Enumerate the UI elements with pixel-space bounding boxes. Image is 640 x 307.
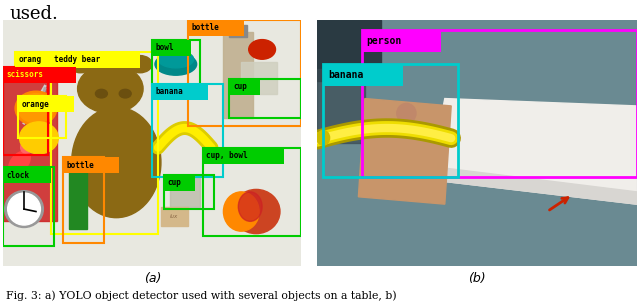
Bar <box>68 167 86 229</box>
Bar <box>18 96 66 138</box>
Text: person: person <box>367 36 402 46</box>
Bar <box>188 20 301 126</box>
Ellipse shape <box>20 133 39 153</box>
Text: clock: clock <box>7 171 30 180</box>
Bar <box>152 40 191 56</box>
Polygon shape <box>429 167 637 204</box>
Bar <box>72 160 84 172</box>
Ellipse shape <box>15 91 57 126</box>
Bar <box>63 157 104 243</box>
Bar <box>3 67 76 83</box>
Bar <box>164 175 195 191</box>
Ellipse shape <box>4 191 44 227</box>
Ellipse shape <box>95 89 108 98</box>
Ellipse shape <box>155 53 196 75</box>
Ellipse shape <box>365 103 384 123</box>
Ellipse shape <box>77 64 143 113</box>
Bar <box>152 84 223 177</box>
Polygon shape <box>429 99 637 204</box>
Text: used.: used. <box>9 5 58 23</box>
Ellipse shape <box>317 130 330 145</box>
Bar <box>15 52 51 68</box>
Ellipse shape <box>68 56 93 73</box>
Bar <box>3 74 57 221</box>
Bar <box>170 177 200 207</box>
Bar <box>15 52 63 68</box>
Text: cup: cup <box>233 82 247 91</box>
Ellipse shape <box>238 192 262 221</box>
Ellipse shape <box>223 192 259 231</box>
Bar <box>203 148 301 236</box>
Bar <box>317 20 381 81</box>
Bar <box>188 20 244 36</box>
Text: banana: banana <box>328 70 364 80</box>
Ellipse shape <box>158 51 194 68</box>
Bar <box>362 30 637 177</box>
Bar <box>203 148 284 164</box>
Bar <box>18 96 74 112</box>
Text: scissors: scissors <box>7 70 44 79</box>
Bar <box>3 167 54 246</box>
Text: cup, bowl: cup, bowl <box>206 151 248 160</box>
Text: teddy bear: teddy bear <box>54 55 100 64</box>
Bar <box>323 64 403 86</box>
Polygon shape <box>358 99 451 204</box>
Bar <box>51 52 158 234</box>
Bar <box>223 32 253 118</box>
Ellipse shape <box>20 122 58 154</box>
Text: lux: lux <box>170 214 179 219</box>
Text: cup: cup <box>168 178 181 187</box>
Bar <box>317 69 365 143</box>
Bar <box>161 207 188 226</box>
Text: bottle: bottle <box>191 23 219 33</box>
Bar <box>229 79 301 118</box>
Bar <box>229 25 247 37</box>
Ellipse shape <box>18 94 54 123</box>
Text: bottle: bottle <box>67 161 94 170</box>
Ellipse shape <box>128 56 152 73</box>
Bar <box>3 67 48 155</box>
Text: banana: banana <box>156 87 183 96</box>
Text: orang: orang <box>19 55 42 64</box>
Text: Fig. 3: a) YOLO object detector used with several objects on a table, b): Fig. 3: a) YOLO object detector used wit… <box>6 290 397 301</box>
Ellipse shape <box>232 189 280 234</box>
Ellipse shape <box>8 193 40 225</box>
Bar <box>229 79 260 95</box>
Text: (b): (b) <box>468 272 486 285</box>
Ellipse shape <box>72 107 161 218</box>
Bar <box>63 157 118 173</box>
Bar <box>164 175 214 209</box>
Bar <box>152 84 208 100</box>
Bar <box>323 64 458 177</box>
Ellipse shape <box>9 151 30 174</box>
Ellipse shape <box>249 40 275 59</box>
Ellipse shape <box>397 103 416 123</box>
Bar <box>51 52 140 68</box>
Ellipse shape <box>119 89 131 98</box>
Text: orange: orange <box>22 99 49 109</box>
Bar <box>3 167 51 183</box>
Text: (a): (a) <box>143 272 161 285</box>
Bar <box>362 30 441 52</box>
Bar <box>152 40 200 86</box>
Text: bowl: bowl <box>156 43 174 52</box>
Bar <box>241 62 277 94</box>
